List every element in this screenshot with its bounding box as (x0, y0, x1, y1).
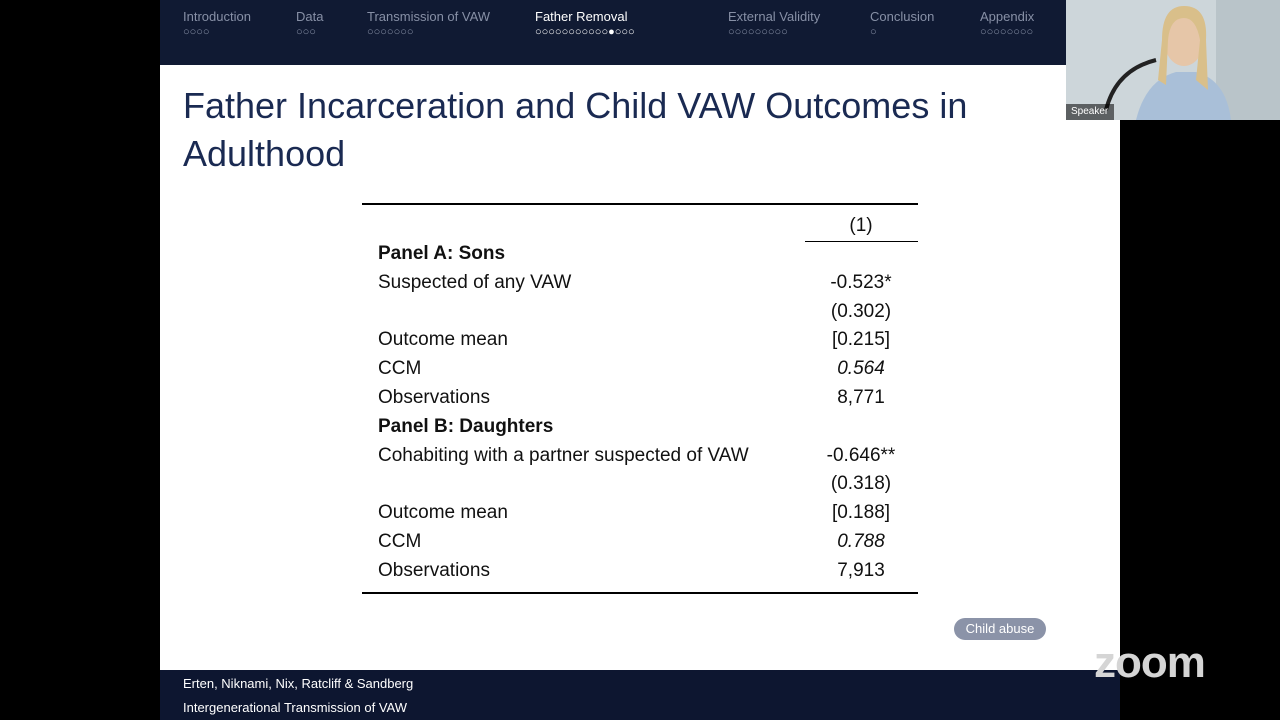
nav-section[interactable]: Transmission of VAW ○○○○○○○ (367, 9, 490, 38)
header-rule (805, 241, 918, 242)
nav-dots: ○○○ (296, 26, 316, 38)
nav-label: Appendix (980, 9, 1035, 24)
row-label: Observations (378, 559, 490, 581)
link-button[interactable]: Child abuse (954, 618, 1046, 640)
nav-bar: Introduction ○○○○ Data ○○○ Transmission of V… (160, 0, 1120, 65)
row-value: 0.788 (837, 531, 885, 552)
speaker-label: Speaker (1071, 106, 1109, 117)
nav-dots: ○○○○○○○○○○○●○○○ (535, 26, 635, 38)
nav-dots: ○○○○ (183, 26, 210, 38)
nav-dots: ○○○○○○○○○ (728, 26, 788, 38)
row-value: 8,771 (837, 387, 885, 408)
footer: Erten, Niknami, Nix, Ratcliff & Sandberg… (160, 670, 1120, 720)
panel-heading: Panel A: Sons (378, 243, 506, 264)
row-label: Outcome mean (378, 502, 508, 524)
top-rule (362, 203, 918, 205)
nav-dots: ○ (870, 26, 877, 38)
nav-section[interactable]: Data ○○○ (296, 9, 323, 38)
row-label: CCM (378, 531, 422, 552)
row-value: 7,913 (837, 559, 885, 581)
footer-authors: Erten, Niknami, Nix, Ratcliff & Sandberg (183, 676, 414, 691)
nav-section[interactable]: Introduction ○○○○ (183, 9, 251, 38)
nav-section[interactable]: Conclusion ○ (870, 9, 934, 38)
row-value: (0.318) (830, 473, 892, 495)
row-label: Cohabiting with a partner suspected of V… (378, 444, 749, 466)
row-value: [0.215] (831, 329, 891, 351)
nav-section[interactable]: Appendix ○○○○○○○○ (980, 9, 1034, 38)
row-value: -0.646** (826, 444, 896, 466)
bottom-rule (362, 592, 918, 594)
row-label: Suspected of any VAW (378, 271, 572, 293)
row-label: CCM (378, 358, 422, 380)
row-value: (0.302) (830, 300, 892, 322)
slide-title: Father Incarceration and Child VAW Outco… (183, 85, 968, 174)
app-logo: zoom (1094, 638, 1206, 687)
column-header: (1) (849, 215, 873, 236)
nav-section[interactable]: Father Removal ○○○○○○○○○○○●○○○ (535, 9, 635, 38)
nav-label: Conclusion (870, 9, 935, 24)
nav-label: Introduction (183, 9, 251, 24)
row-value: [0.188] (831, 502, 891, 524)
nav-dots: ○○○○○○○○ (980, 26, 1034, 38)
row-value: 0.564 (837, 358, 885, 380)
nav-label: Data (296, 9, 324, 24)
speaker-video: Speaker (1066, 0, 1280, 120)
nav-label: Transmission of VAW (367, 9, 491, 24)
nav-label: Father Removal (535, 9, 628, 24)
nav-section[interactable]: External Validity ○○○○○○○○○ (728, 9, 820, 38)
panel-heading: Panel B: Daughters (378, 415, 554, 437)
video-frame (1066, 0, 1280, 120)
slide: Introduction ○○○○ Data ○○○ Transmission of V… (160, 0, 1120, 720)
row-label: Outcome mean (378, 329, 508, 351)
footer-title: Intergenerational Transmission of VAW (183, 700, 407, 715)
nav-label: External Validity (728, 9, 821, 24)
row-value: -0.523* (830, 271, 892, 293)
row-label: Observations (378, 387, 490, 408)
nav-dots: ○○○○○○○ (367, 26, 414, 38)
